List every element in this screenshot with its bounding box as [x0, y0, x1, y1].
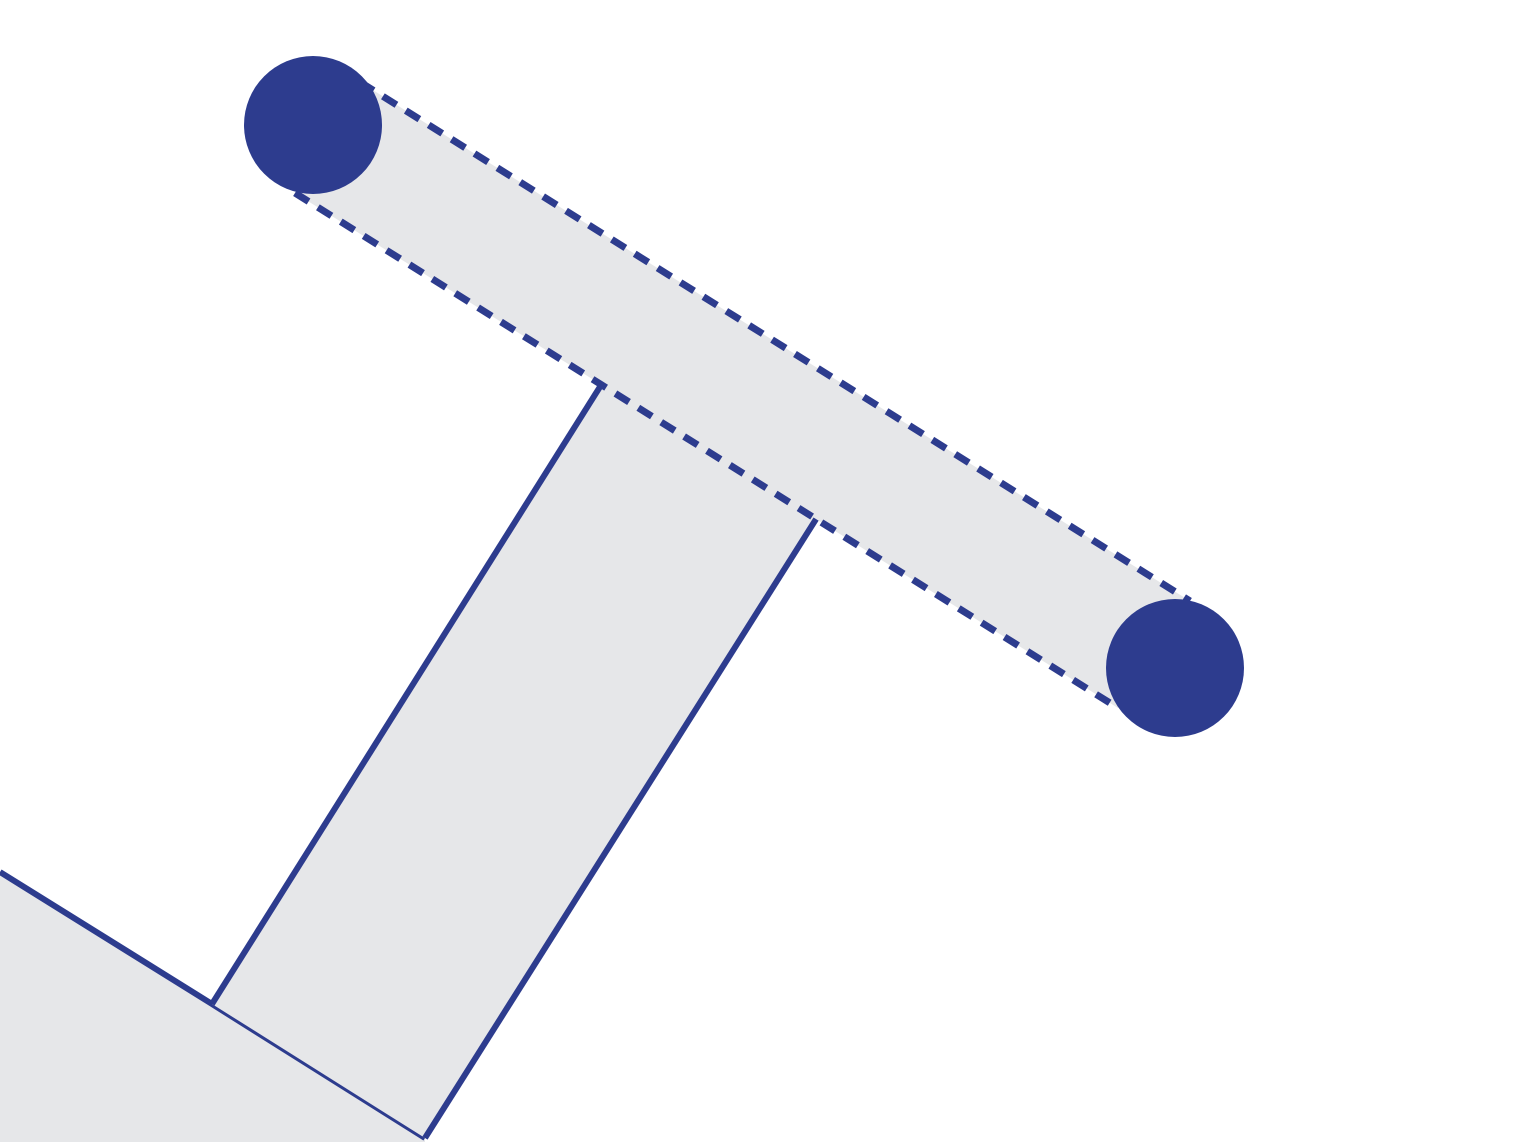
stem-bar-right-edge — [422, 514, 821, 1140]
crossbar-guide-top-edge — [358, 79, 1192, 604]
crossbar-guide — [295, 82, 1190, 708]
stem-bar-left-edge — [209, 380, 606, 1006]
endpoint-handle-right[interactable] — [1106, 599, 1244, 737]
stem-bar — [212, 382, 818, 1138]
endpoint-handle-left[interactable] — [244, 56, 382, 194]
